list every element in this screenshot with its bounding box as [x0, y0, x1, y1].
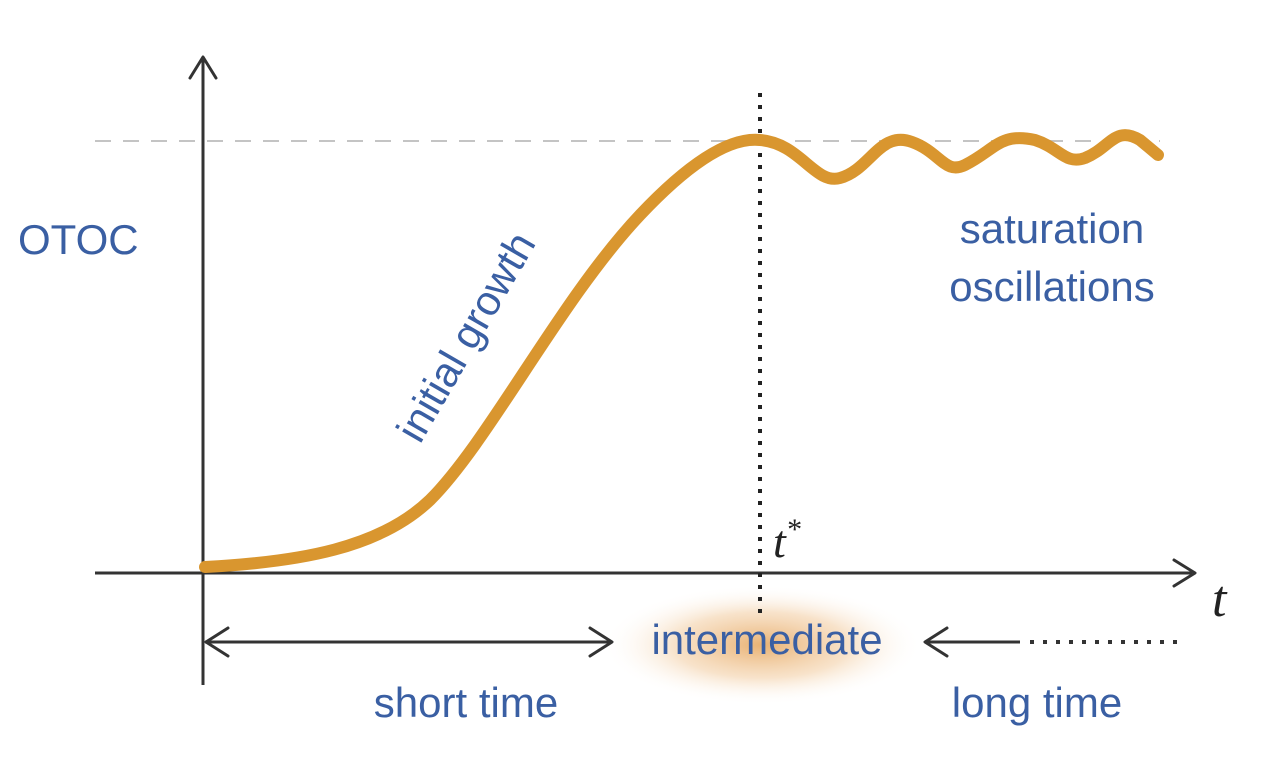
- t-star-superscript: *: [786, 513, 801, 546]
- x-axis-label: t: [1212, 571, 1228, 628]
- x-axis-arrowhead: [1172, 558, 1197, 588]
- y-axis-arrowhead: [188, 55, 218, 80]
- intermediate-label: intermediate: [651, 616, 882, 663]
- oscillations-label: oscillations: [949, 263, 1154, 310]
- long-time-arrowhead: [923, 626, 949, 658]
- intermediate-glow: [602, 585, 922, 705]
- long-time-label: long time: [952, 679, 1122, 726]
- short-time-right-arrowhead: [588, 626, 614, 658]
- t-star-base: t: [773, 516, 787, 567]
- otoc-curve: [199, 129, 1164, 573]
- short-time-left-arrowhead: [204, 626, 230, 658]
- t-star-label: t*: [773, 513, 801, 567]
- initial-growth-label: initial growth: [387, 224, 544, 450]
- y-axis-label: OTOC: [18, 216, 139, 263]
- saturation-label: saturation: [960, 205, 1144, 252]
- short-time-label: short time: [374, 679, 558, 726]
